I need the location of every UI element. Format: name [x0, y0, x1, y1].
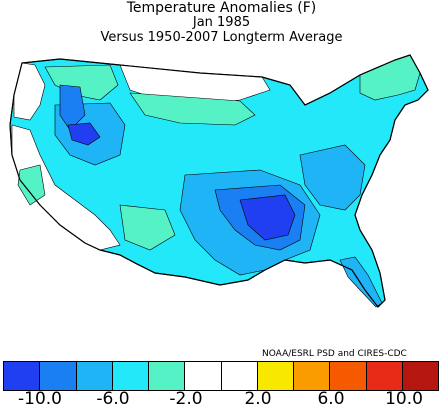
map-title: Temperature Anomalies (F): [126, 0, 317, 16]
legend-tick-label: -6.0: [96, 389, 130, 409]
region-deepblue-central: [239, 194, 296, 241]
region-blue-east: [299, 144, 366, 211]
legend-tick-label: -10.0: [18, 389, 62, 409]
legend-swatch: [112, 362, 149, 390]
region-green-nw: [44, 64, 119, 101]
data-credit: NOAA/ESRL PSD and CIRES-CDC: [262, 349, 407, 359]
map-note: Versus 1950-2007 Longterm Average: [100, 30, 343, 45]
legend-swatch: [366, 362, 403, 390]
map-subtitle: Jan 1985: [192, 15, 251, 30]
legend-tick-label: 2.0: [244, 389, 272, 409]
region-green-nevada: [17, 164, 46, 206]
legend-swatch: [402, 362, 438, 390]
color-legend: [3, 361, 439, 391]
region-green-sw: [119, 204, 176, 251]
region-darkblue-idaho: [59, 84, 86, 131]
legend-swatch: [330, 362, 367, 390]
region-green-plains: [129, 92, 256, 126]
legend-swatch: [221, 362, 258, 390]
legend-tick-label: -2.0: [169, 389, 203, 409]
legend-swatch: [257, 362, 294, 390]
legend-swatch: [4, 362, 41, 390]
legend-swatch: [185, 362, 222, 390]
region-deepblue-idaho: [67, 122, 101, 146]
legend-swatch: [149, 362, 186, 390]
legend-swatch: [76, 362, 113, 390]
legend-tick-label: 6.0: [317, 389, 345, 409]
legend-tick-label: 10.0: [385, 389, 423, 409]
legend-swatch: [294, 362, 331, 390]
legend-swatch: [40, 362, 77, 390]
us-outline: [9, 54, 429, 308]
us-anomaly-map: [9, 54, 429, 308]
